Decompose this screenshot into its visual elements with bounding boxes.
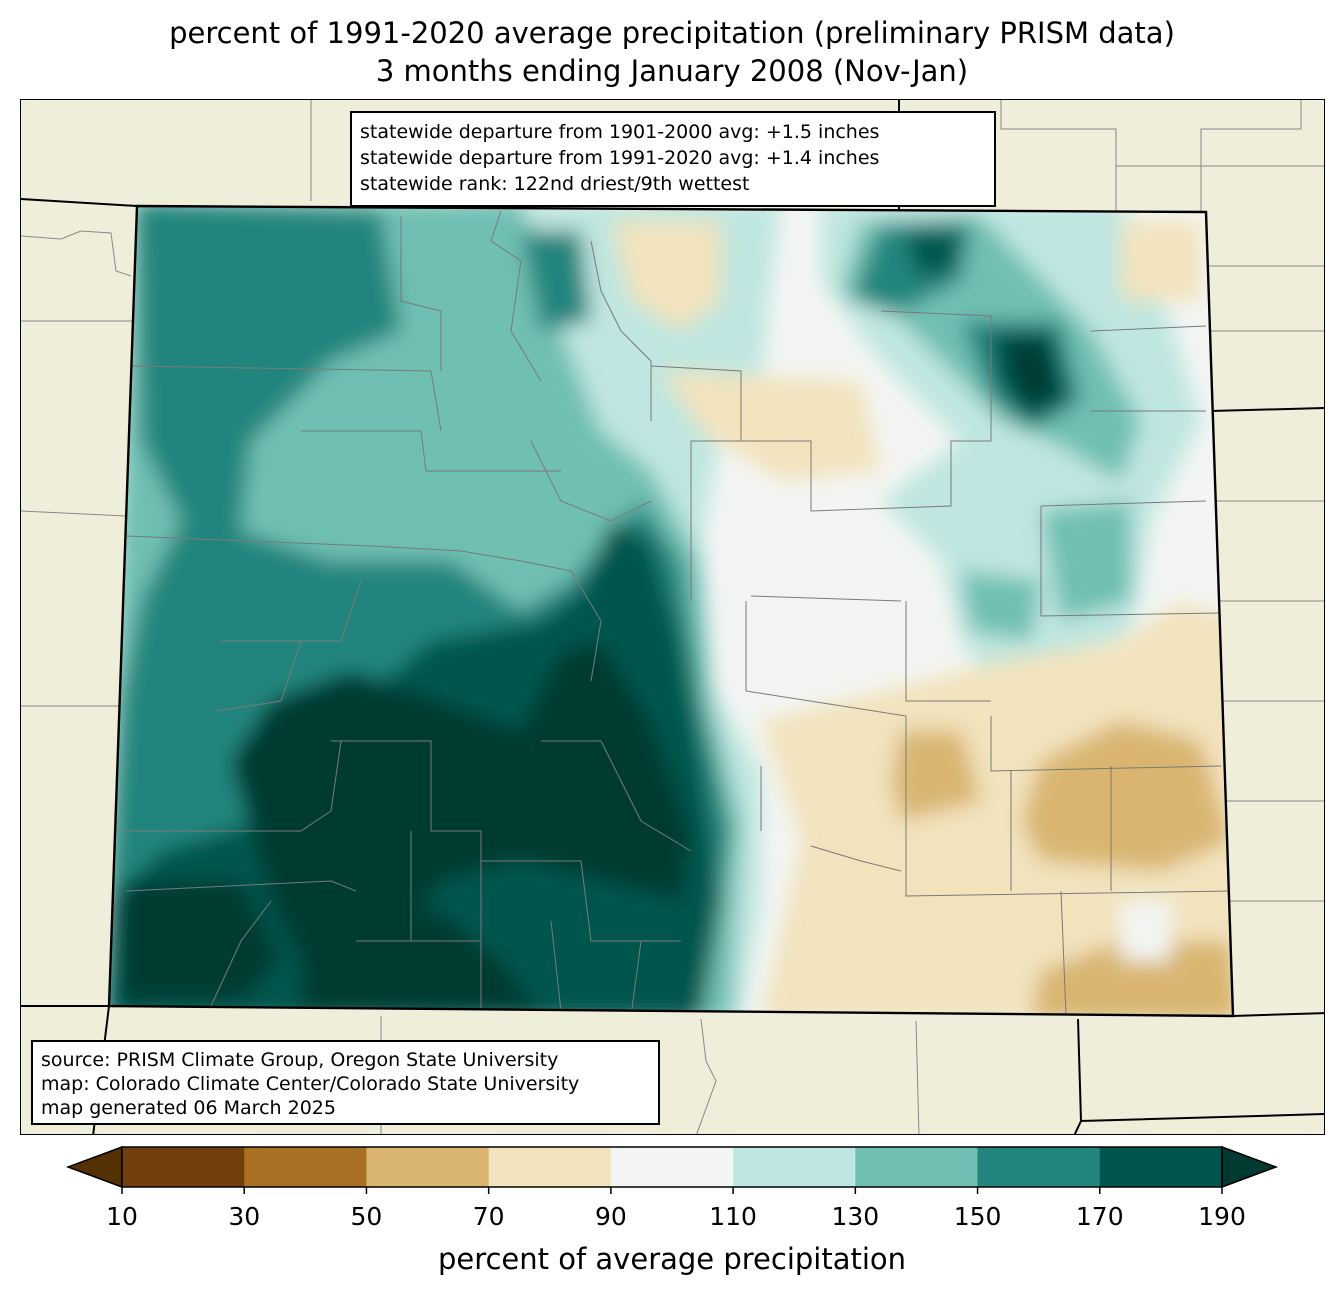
colorado-outline xyxy=(107,204,1235,1018)
stats-line-2: statewide departure from 1991-2020 avg: … xyxy=(360,147,880,169)
colorbar-tick-label-90: 90 xyxy=(594,1202,627,1231)
colorbar-tick-label-70: 70 xyxy=(472,1202,505,1231)
colorbar xyxy=(65,1145,1279,1194)
colorbar-tick-label-30: 30 xyxy=(228,1202,261,1231)
colorbar-bin-170-190 xyxy=(1099,1147,1223,1187)
neighbor-county-lines xyxy=(21,100,1324,1134)
source-line-3: map generated 06 March 2025 xyxy=(41,1097,336,1119)
source-box: source: PRISM Climate Group, Oregon Stat… xyxy=(31,1040,660,1125)
colorbar-tick-label-50: 50 xyxy=(350,1202,383,1231)
colorbar-tick-label-150: 150 xyxy=(953,1202,1002,1231)
colorbar-tick-label-170: 170 xyxy=(1075,1202,1124,1231)
colorbar-label: percent of average precipitation xyxy=(437,1242,907,1276)
stats-line-3: statewide rank: 122nd driest/9th wettest xyxy=(360,173,750,195)
colorbar-tick-label-10: 10 xyxy=(106,1202,138,1231)
map-title-line-1: percent of 1991-2020 average precipitati… xyxy=(169,16,1175,50)
colorbar-extend-high xyxy=(1221,1145,1279,1189)
colorbar-bin-150-170 xyxy=(977,1147,1101,1187)
source-line-2: map: Colorado Climate Center/Colorado St… xyxy=(41,1073,580,1095)
colorbar-extend-low xyxy=(65,1145,123,1189)
colorbar-outline xyxy=(121,1146,1223,1188)
colorbar-bin-130-150 xyxy=(855,1147,979,1187)
map-frame xyxy=(20,99,1325,1135)
colorbar-tick-label-130: 130 xyxy=(831,1202,880,1231)
source-line-1: source: PRISM Climate Group, Oregon Stat… xyxy=(41,1049,559,1071)
stats-line-1: statewide departure from 1901-2000 avg: … xyxy=(360,121,880,143)
colorbar-bin-90-110 xyxy=(610,1147,734,1187)
colorbar-bin-110-130 xyxy=(733,1147,856,1187)
colorbar-bin-70-90 xyxy=(488,1147,612,1187)
colorbar-tick-label-110: 110 xyxy=(709,1202,757,1231)
colorbar-tick-label-190: 190 xyxy=(1198,1202,1246,1231)
county-lines xyxy=(121,210,1232,1016)
colorado-precip-map xyxy=(21,100,1324,1134)
statewide-stats-box: statewide departure from 1901-2000 avg: … xyxy=(350,111,996,207)
precip-field xyxy=(109,206,1233,1016)
colorbar-bin-10-30 xyxy=(122,1147,245,1187)
colorbar-bin-30-50 xyxy=(244,1147,367,1187)
colorbar-bin-50-70 xyxy=(366,1147,490,1187)
map-title-line-2: 3 months ending January 2008 (Nov-Jan) xyxy=(375,54,969,88)
